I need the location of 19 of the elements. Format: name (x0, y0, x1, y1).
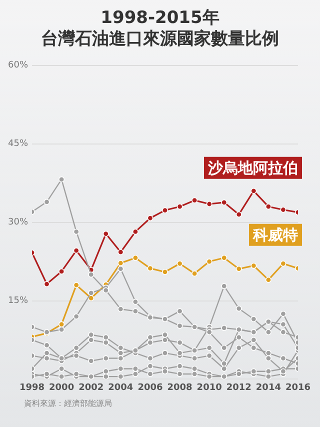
x-tick-label: 2014 (256, 382, 281, 393)
y-tick-label: 30% (8, 218, 28, 228)
x-tick-label: 2016 (285, 382, 311, 393)
y-tick-label: 45% (8, 139, 28, 150)
chart-subtitle: 台灣石油進口來源國家數量比例 (40, 29, 280, 50)
series-label: 沙烏地阿拉伯 (207, 158, 298, 177)
series-label: 科威特 (252, 226, 298, 244)
source-note: 資料來源：經濟部能源局 (23, 398, 113, 409)
x-tick-label: 2010 (196, 382, 222, 393)
x-tick-label: 2004 (108, 382, 134, 393)
chart-title: 1998-2015年 (100, 8, 220, 29)
x-tick-label: 2012 (226, 382, 252, 393)
y-tick-label: 60% (8, 60, 28, 71)
x-tick-label: 1998 (19, 382, 45, 393)
x-tick-label: 2008 (167, 382, 192, 393)
x-tick-label: 2000 (49, 382, 74, 393)
x-tick-label: 2006 (138, 382, 163, 393)
y-tick-label: 15% (8, 296, 28, 306)
x-tick-label: 2002 (78, 382, 104, 393)
